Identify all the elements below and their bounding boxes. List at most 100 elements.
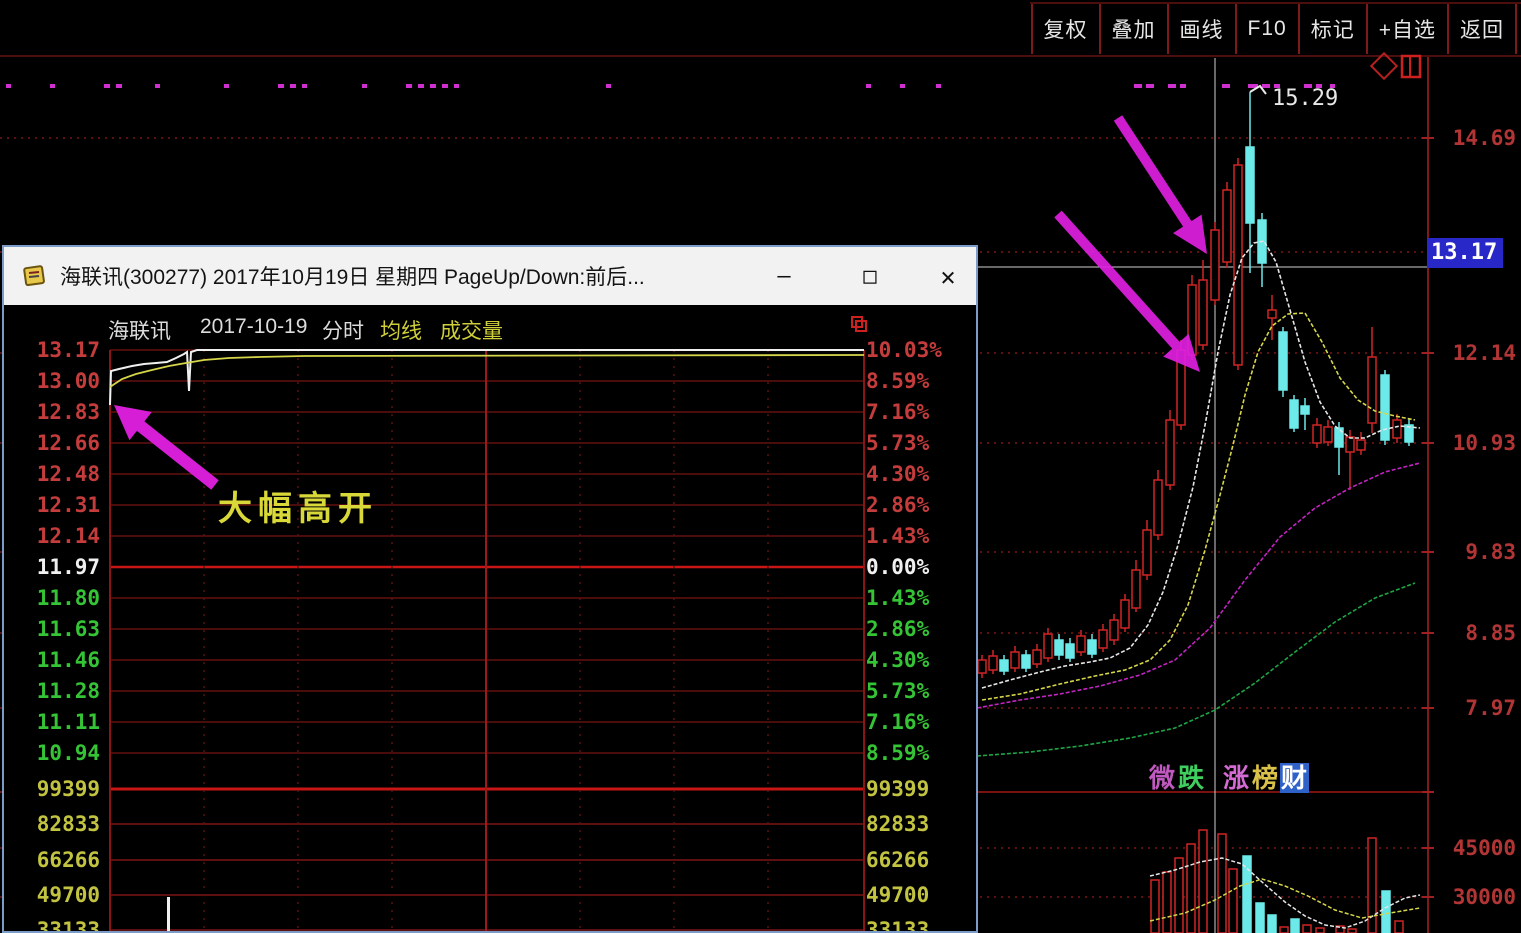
popup-price-label: 11.46 (36, 648, 100, 672)
magenta-dot (430, 84, 436, 88)
popup-pct-label: 4.30% (866, 462, 930, 486)
minimize-button[interactable]: — (777, 263, 791, 289)
popup-date-label: 2017-10-19 (200, 315, 308, 338)
magenta-dot (1168, 84, 1176, 88)
kline-candle (1267, 309, 1277, 319)
kline-candle (1334, 427, 1344, 448)
ma-line-yellow (981, 312, 1416, 701)
popup-pct-label: 1.43% (866, 586, 930, 610)
popup-volume-label[interactable]: 成交量 (440, 320, 503, 343)
toolbar-button-diejia[interactable]: 叠加 (1098, 4, 1167, 54)
kline-candle (1142, 529, 1152, 576)
maximize-button[interactable]: □ (863, 263, 877, 289)
kline-candle (1076, 635, 1086, 653)
popup-price-label: 11.97 (36, 555, 100, 579)
popup-vol-label: 99399 (866, 777, 930, 801)
kline-candle (1109, 619, 1119, 641)
kline-candle (1065, 643, 1075, 659)
popup-pct-label: 2.86% (866, 493, 930, 517)
popup-vol-label: 33133 (36, 918, 100, 933)
diamond-icon[interactable] (1369, 51, 1399, 81)
kline-candle (1323, 426, 1333, 443)
magenta-dot (866, 84, 871, 88)
kline-candle (1245, 146, 1255, 224)
intraday-price-line (109, 349, 864, 406)
kline-candle (1021, 654, 1031, 669)
popup-pct-label: 10.03% (866, 338, 942, 362)
kline-candle (1278, 331, 1288, 391)
magenta-dot (1262, 84, 1270, 88)
popup-vol-label: 66266 (866, 848, 930, 872)
magenta-dot (6, 84, 11, 88)
popup-pct-label: 8.59% (866, 369, 930, 393)
magenta-dot (442, 84, 448, 88)
intraday-popup-window: 海联讯(300277) 2017年10月19日 星期四 PageUp/Down:… (2, 245, 978, 933)
volume-bar (1198, 829, 1208, 933)
magenta-dot (900, 84, 905, 88)
kline-candle (1345, 436, 1355, 453)
magenta-dot (936, 84, 941, 88)
kline-candle (999, 659, 1009, 672)
popup-price-label: 12.83 (36, 400, 100, 424)
popup-price-label: 11.28 (36, 679, 100, 703)
popup-pct-label: 0.00% (866, 555, 930, 579)
peak-pointer (1249, 84, 1267, 95)
volume-bar (1381, 890, 1391, 933)
toolbar-button-fanhui[interactable]: 返回 (1447, 4, 1517, 54)
popup-vol-label: 82833 (36, 812, 100, 836)
toolbar-button-fuquan[interactable]: 复权 (1030, 4, 1099, 54)
current-price-tag: 13.17 (1427, 238, 1504, 268)
popup-price-label: 13.00 (36, 369, 100, 393)
intraday-plot[interactable] (4, 305, 976, 933)
volume-bar (1150, 879, 1160, 933)
gap-up-annotation: 大幅高开 (218, 490, 378, 528)
kline-candle (1120, 599, 1130, 629)
volume-bar (1290, 918, 1300, 933)
magenta-dot (290, 84, 296, 88)
popup-pct-label: 1.43% (866, 524, 930, 548)
popup-pct-label: 7.16% (866, 400, 930, 424)
axis-label: 10.93 (1452, 431, 1516, 455)
annotation-arrow (1054, 210, 1200, 372)
axis-label: 8.85 (1465, 621, 1516, 645)
volume-bar (1335, 925, 1345, 933)
popup-pct-label: 4.30% (866, 648, 930, 672)
kline-candle (1153, 479, 1163, 536)
toolbar-button-f10[interactable]: F10 (1234, 4, 1298, 54)
popup-pct-label: 8.59% (866, 741, 930, 765)
kline-candle (1289, 399, 1299, 429)
axis-label: 7.97 (1465, 696, 1516, 720)
volume-bar (1242, 855, 1252, 933)
toolbar-button-biaoji[interactable]: 标记 (1297, 4, 1366, 54)
intraday-chart-area[interactable]: 海联讯 2017-10-19 分时 均线 成交量 13.17 13.00 12.83… (4, 305, 976, 931)
volume-bar (1315, 927, 1325, 933)
kline-candle (1300, 405, 1310, 415)
magenta-dot (155, 84, 160, 88)
toolbar-button-zixuan[interactable]: +自选 (1365, 4, 1447, 54)
close-button[interactable]: ✕ (940, 261, 956, 291)
toolbar: 复权 叠加 画线 F10 标记 +自选 返回 (1030, 4, 1517, 54)
magenta-dot (104, 84, 110, 88)
axis-label: 12.14 (1452, 341, 1516, 365)
volume-bar (1279, 926, 1289, 933)
magenta-dot (406, 84, 412, 88)
kline-candle (1404, 424, 1414, 443)
kline-candle (1210, 229, 1220, 301)
volume-bar (1255, 902, 1265, 933)
popup-pct-label: 7.16% (866, 710, 930, 734)
popup-corner-icon[interactable] (850, 315, 868, 333)
popup-ma-label[interactable]: 均线 (380, 320, 422, 343)
volume-bar (1394, 920, 1404, 933)
kline-candle (1054, 639, 1064, 656)
kline-candle (977, 659, 987, 674)
kline-candle (1356, 439, 1366, 451)
volume-bar (1162, 871, 1172, 933)
magenta-dot (418, 84, 424, 88)
volume-ma-yellow (1149, 878, 1421, 922)
magenta-dot (1146, 84, 1154, 88)
toolbar-button-huaxian[interactable]: 画线 (1166, 4, 1235, 54)
popup-price-label: 11.63 (36, 617, 100, 641)
kline-candle (1233, 164, 1243, 366)
popup-titlebar[interactable]: 海联讯(300277) 2017年10月19日 星期四 PageUp/Down:… (4, 247, 976, 305)
